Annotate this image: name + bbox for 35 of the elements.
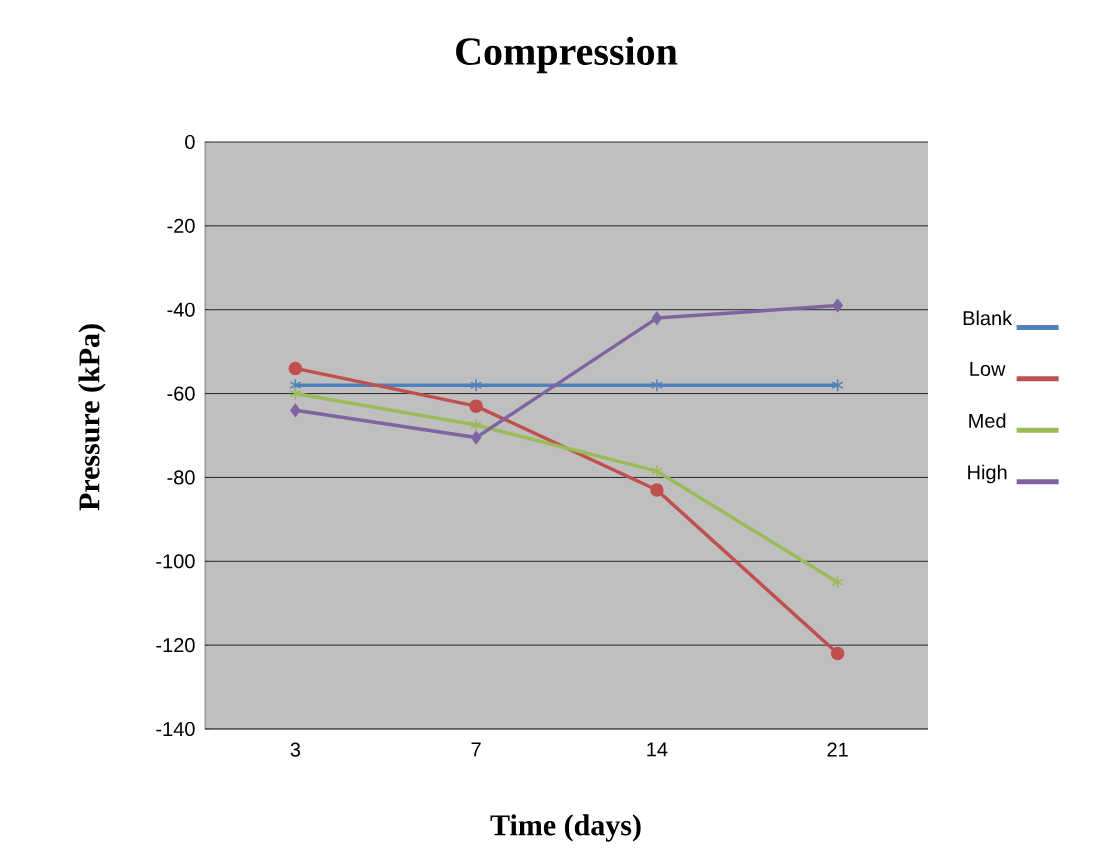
- legend-label: Blank: [963, 310, 1013, 326]
- point: [288, 361, 303, 376]
- x-tick-label: 7: [471, 742, 481, 757]
- legend-label: Low: [970, 362, 1006, 376]
- point: [650, 483, 664, 497]
- point: [650, 464, 663, 478]
- x-axis-title: Time (days): [490, 814, 641, 842]
- y-tick-label: -100: [156, 554, 195, 569]
- legend-label: High: [968, 464, 1007, 484]
- y-tick-label: 0: [185, 134, 195, 150]
- y-tick-label: -60: [167, 386, 195, 401]
- y-tick-label: -20: [167, 218, 195, 233]
- point: [651, 311, 663, 325]
- chart-title: Compression: [456, 36, 678, 74]
- point: [469, 399, 483, 413]
- point: [832, 298, 843, 313]
- point: [289, 378, 302, 392]
- y-tick-label: -80: [167, 470, 195, 485]
- legend-label: Med: [969, 413, 1006, 428]
- x-tick-label: 21: [827, 742, 848, 757]
- point: [470, 418, 483, 432]
- y-axis-title: Pressure (kPa): [78, 324, 106, 511]
- x-tick-label: 14: [647, 742, 668, 757]
- point: [470, 430, 482, 445]
- point: [289, 386, 302, 401]
- point: [831, 575, 844, 589]
- y-tick-label: -140: [156, 721, 195, 737]
- y-tick-label: -40: [167, 302, 195, 317]
- point: [830, 646, 845, 661]
- x-tick-label: 3: [290, 742, 301, 757]
- y-tick-label: -120: [156, 638, 195, 653]
- point: [831, 378, 844, 392]
- point: [290, 403, 301, 418]
- point: [470, 378, 483, 392]
- point: [650, 378, 663, 392]
